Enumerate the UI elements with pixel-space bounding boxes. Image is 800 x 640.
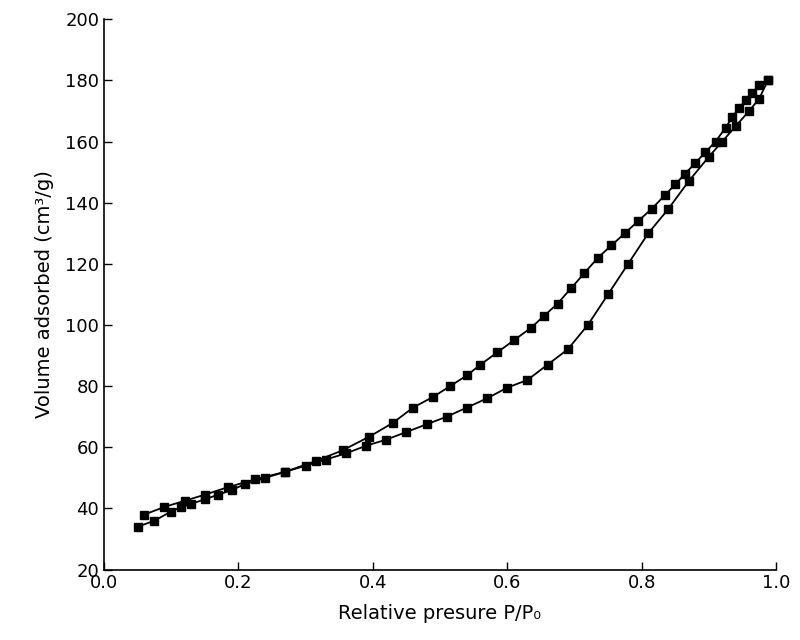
X-axis label: Relative presure P/P₀: Relative presure P/P₀ — [338, 604, 542, 623]
Y-axis label: Volume adsorbed (cm³/g): Volume adsorbed (cm³/g) — [35, 170, 54, 419]
